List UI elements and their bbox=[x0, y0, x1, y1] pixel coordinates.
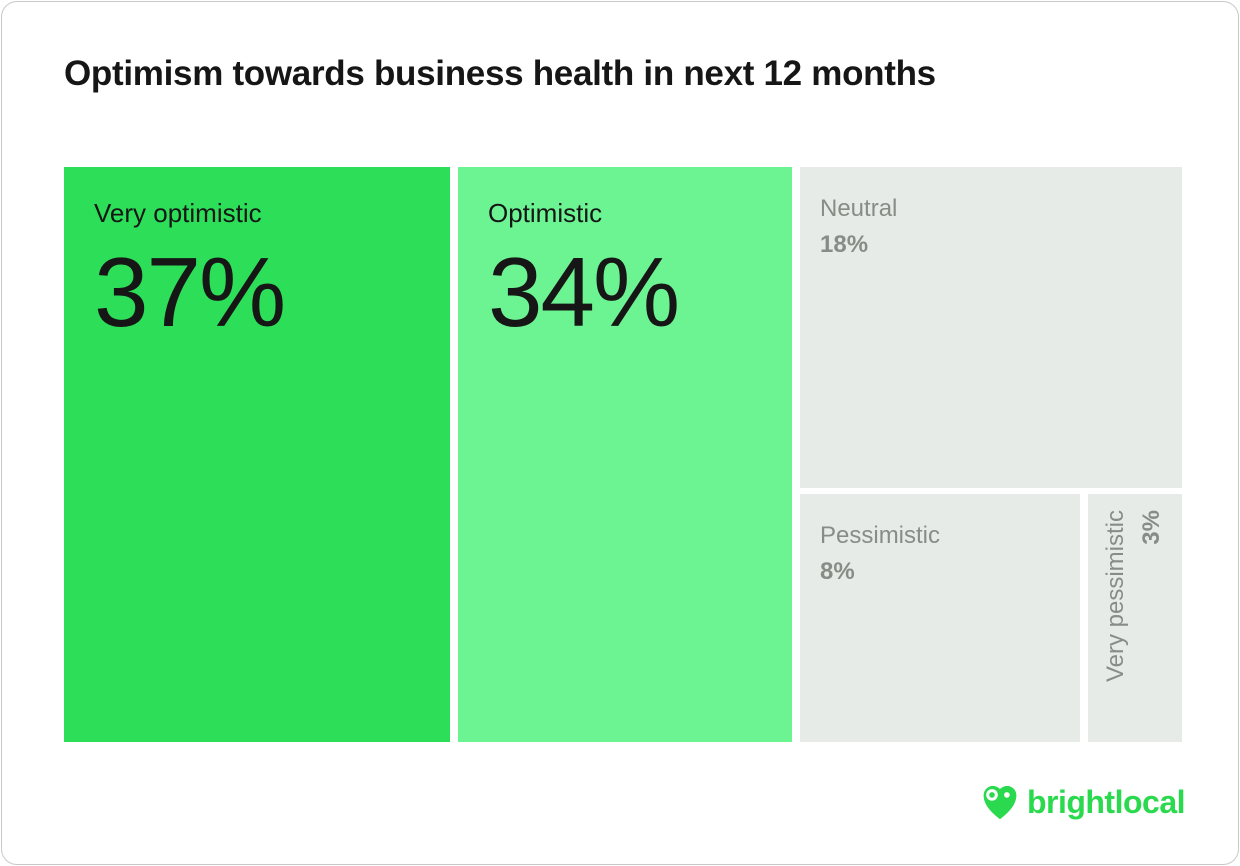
treemap-tile-very-optimistic: Very optimistic 37% bbox=[64, 167, 450, 742]
tile-label: Neutral bbox=[820, 195, 898, 222]
tile-label: Pessimistic bbox=[820, 522, 941, 549]
treemap-tile-neutral: Neutral 18% bbox=[800, 167, 1182, 488]
treemap-tile-very-pessimistic: Very pessimistic 3% bbox=[1088, 494, 1182, 742]
tile-value: 37% bbox=[94, 236, 286, 347]
heart-pin-icon bbox=[980, 782, 1020, 822]
brightlocal-wordmark: brightlocal bbox=[1026, 783, 1186, 820]
tile-label: Very optimistic bbox=[94, 198, 262, 228]
brightlocal-logo: brightlocal bbox=[980, 782, 1186, 822]
page-title: Optimism towards business health in next… bbox=[64, 54, 936, 93]
tile-value: 34% bbox=[488, 236, 680, 347]
treemap-chart: Very optimistic 37% Optimistic 34% Neutr… bbox=[64, 167, 1182, 742]
treemap-tile-optimistic: Optimistic 34% bbox=[458, 167, 792, 742]
tile-label: Very pessimistic bbox=[1102, 510, 1129, 683]
tile-label: Optimistic bbox=[488, 198, 603, 228]
tile-value: 18% bbox=[820, 231, 869, 259]
tile-value: 3% bbox=[1138, 510, 1166, 545]
tile-value: 8% bbox=[820, 558, 855, 586]
rotated-label-block: Very pessimistic 3% bbox=[1100, 510, 1169, 726]
treemap-tile-pessimistic: Pessimistic 8% bbox=[800, 494, 1080, 742]
